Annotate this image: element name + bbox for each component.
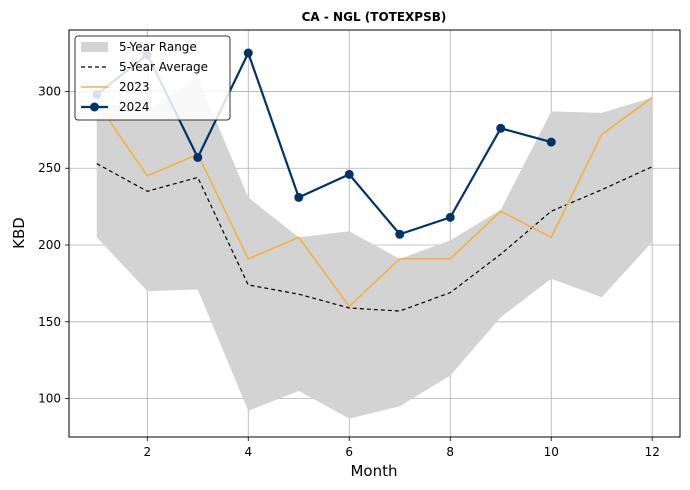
plot-frame	[68, 29, 681, 438]
series-line-2023	[96, 96, 653, 308]
legend-marker-2024	[90, 102, 99, 112]
x-axis-title: Month	[350, 462, 397, 480]
x-tick-label: 8	[446, 445, 454, 459]
chart-title: CA - NGL (TOTEXPSB)	[302, 10, 447, 24]
point-2024	[445, 212, 455, 222]
point-2024	[395, 229, 405, 239]
y-axis-title: KBD	[10, 217, 28, 249]
point-2024	[243, 48, 253, 58]
range-band	[96, 77, 653, 419]
y-tick-label: 100	[38, 392, 61, 406]
point-2024	[546, 137, 556, 147]
legend-label-2023: 2023	[119, 80, 150, 94]
legend-label-average: 5-Year Average	[119, 60, 208, 74]
legend: 5-Year Range 5-Year Average 2023 2024	[74, 35, 231, 121]
x-tick-label: 12	[645, 445, 660, 459]
y-tick-label: 300	[38, 84, 61, 98]
legend-label-range: 5-Year Range	[119, 40, 197, 54]
y-tick-label: 200	[38, 238, 61, 252]
legend-label-2024: 2024	[119, 100, 150, 114]
legend-frame	[74, 35, 231, 121]
x-tick-label: 10	[544, 445, 559, 459]
legend-swatch-range	[81, 42, 108, 52]
y-tick-label: 150	[38, 315, 61, 329]
point-2024	[496, 123, 506, 133]
point-2024	[294, 192, 304, 202]
x-tick-label: 4	[244, 445, 252, 459]
series-line-average	[96, 163, 653, 312]
point-2024	[193, 152, 203, 162]
x-tick-label: 6	[345, 445, 353, 459]
point-2024	[344, 169, 354, 179]
x-tick-label: 2	[143, 445, 151, 459]
y-axis: 100 150 200 250 300	[38, 84, 69, 406]
x-axis: 2 4 6 8 10 12	[143, 437, 660, 459]
y-tick-label: 250	[38, 161, 61, 175]
